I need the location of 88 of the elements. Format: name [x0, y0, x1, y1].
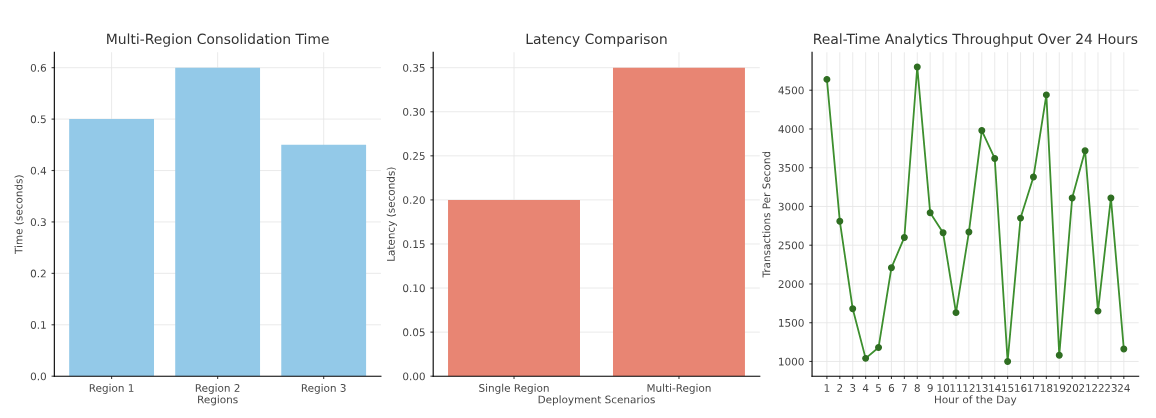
- y-tick-label: 0.15: [403, 240, 425, 249]
- y-tick-label: 1000: [779, 357, 804, 366]
- y-axis-title: Transactions Per Second: [762, 151, 771, 278]
- chart-title: Real-Time Analytics Throughput Over 24 Hours: [814, 33, 1138, 47]
- bar: [175, 67, 261, 377]
- y-tick-label: 4500: [778, 86, 804, 95]
- x-tick-label: 13: [976, 384, 988, 392]
- y-axis-title: Time (seconds): [14, 175, 24, 255]
- point: [991, 154, 999, 162]
- x-tick-label: Region 2: [195, 383, 240, 394]
- y-tick-label: 4000: [778, 125, 804, 134]
- y-tick-label: 0.10: [403, 284, 425, 293]
- y-tick-label: 0.0: [30, 372, 46, 381]
- point: [849, 305, 857, 313]
- y-tick-label: 0.3: [30, 218, 46, 227]
- point: [926, 209, 934, 217]
- x-tick-label: 21: [1079, 384, 1091, 392]
- point: [1042, 91, 1050, 99]
- y-tick-label: 2000: [778, 280, 804, 289]
- x-tick-label: 6: [888, 384, 895, 392]
- y-tick-label: 0.2: [30, 269, 46, 278]
- x-tick-label: 15: [1002, 384, 1014, 392]
- x-tick-label: 5: [876, 384, 881, 392]
- x-tick-label: Region 1: [89, 383, 134, 394]
- point: [978, 127, 986, 134]
- x-tick-label: 16: [1015, 384, 1027, 392]
- point: [1107, 194, 1115, 202]
- y-tick-label: 2500: [778, 241, 804, 250]
- point: [965, 228, 973, 236]
- x-tick-label: 17: [1027, 384, 1040, 392]
- bar: [69, 119, 155, 377]
- x-tick-label: 18: [1040, 384, 1053, 392]
- x-axis-title: Regions: [198, 395, 238, 406]
- y-tick-label: 0.1: [30, 321, 46, 329]
- y-tick-label: 3000: [778, 202, 804, 211]
- x-tick-label: Region 3: [301, 383, 346, 394]
- x-tick-label: 22: [1092, 384, 1104, 392]
- point: [1081, 147, 1089, 155]
- x-tick-label: 1: [824, 384, 830, 392]
- y-tick-label: 0.05: [403, 328, 425, 337]
- x-tick-label: 11: [950, 384, 962, 392]
- point: [939, 229, 947, 237]
- x-tick-label: 3: [850, 384, 856, 392]
- point: [1120, 345, 1128, 353]
- y-axis-title: Latency (seconds): [386, 167, 397, 261]
- x-tick-label: 9: [927, 384, 933, 392]
- point: [1004, 358, 1012, 365]
- x-tick-label: 4: [862, 384, 869, 392]
- x-tick-label: 23: [1105, 384, 1117, 392]
- point: [823, 75, 831, 83]
- point: [1029, 173, 1037, 181]
- y-tick-label: 0.5: [30, 115, 46, 124]
- y-tick-label: 0.00: [403, 372, 425, 381]
- x-tick-label: 14: [989, 384, 1001, 392]
- x-tick-label: 7: [901, 384, 907, 392]
- x-tick-label: 8: [914, 384, 920, 392]
- x-tick-label: 2: [837, 384, 843, 392]
- point: [1017, 214, 1025, 222]
- point: [900, 234, 908, 241]
- point: [875, 344, 883, 351]
- x-tick-label: 10: [937, 384, 950, 392]
- y-tick-label: 0.20: [403, 196, 425, 205]
- point: [913, 63, 921, 71]
- x-tick-label: 19: [1053, 384, 1066, 392]
- y-tick-label: 0.4: [30, 166, 47, 175]
- x-tick-label: 24: [1117, 384, 1130, 392]
- x-axis-title: Deployment Scenarios: [538, 395, 655, 406]
- point: [1094, 307, 1102, 315]
- point: [862, 354, 870, 362]
- x-tick-label: Single Region: [479, 383, 549, 394]
- y-tick-label: 1500: [779, 318, 804, 327]
- point: [836, 217, 844, 225]
- x-tick-label: 12: [963, 384, 975, 392]
- x-axis-title: Hour of the Day: [935, 395, 1017, 406]
- point: [952, 309, 960, 317]
- y-tick-label: 0.25: [403, 152, 425, 160]
- point: [1055, 351, 1063, 359]
- x-tick-label: 20: [1066, 384, 1079, 392]
- x-tick-label: Multi-Region: [647, 383, 711, 394]
- y-tick-label: 0.30: [403, 107, 425, 116]
- chart-title: Multi-Region Consolidation Time: [107, 33, 329, 47]
- y-tick-label: 0.6: [30, 63, 47, 72]
- y-tick-label: 3500: [778, 163, 804, 172]
- point: [1068, 194, 1076, 202]
- bar: [281, 144, 367, 377]
- point: [887, 264, 895, 272]
- y-tick-label: 0.35: [403, 63, 425, 72]
- chart-title: Latency Comparison: [526, 33, 667, 47]
